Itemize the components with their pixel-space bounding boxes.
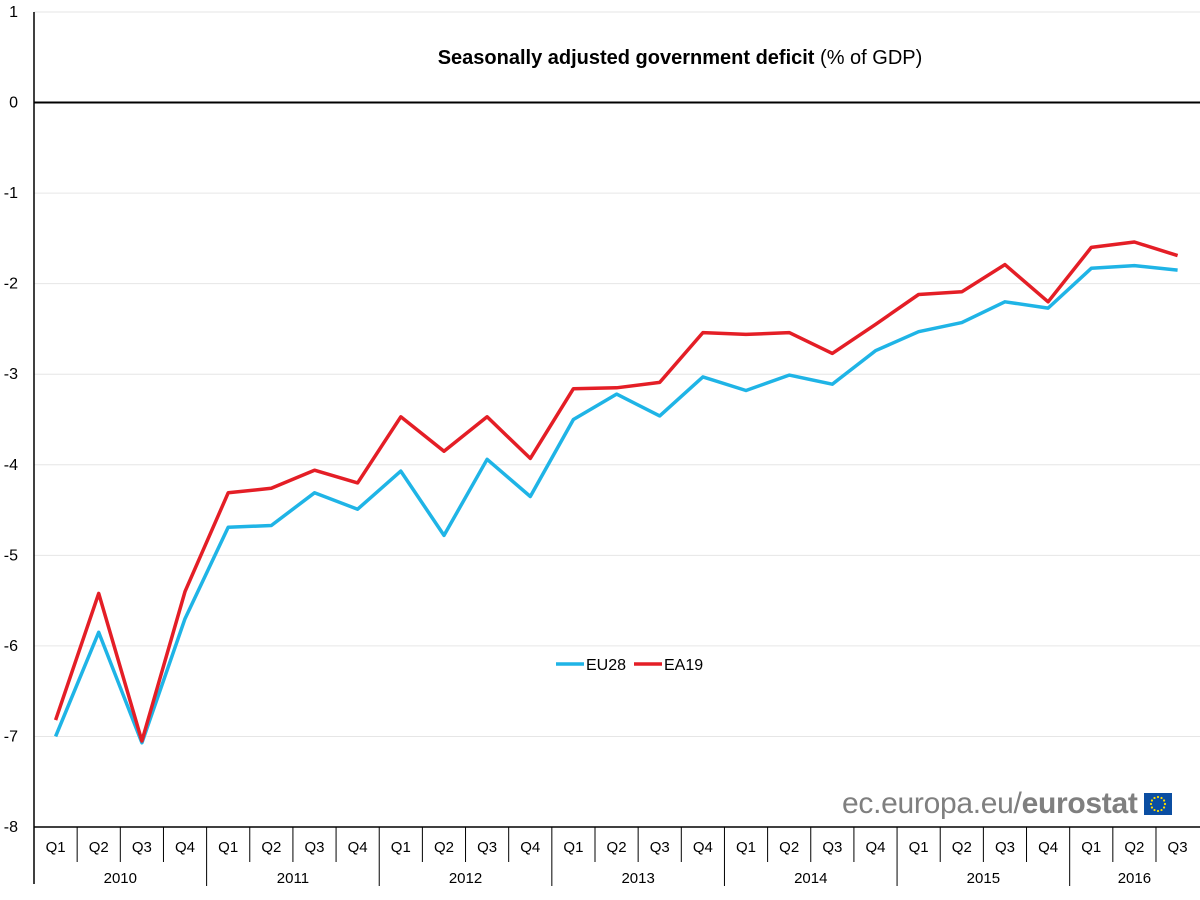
year-label: 2014 [794, 870, 827, 887]
quarter-label: Q4 [175, 839, 195, 856]
quarter-label: Q2 [1124, 839, 1144, 856]
y-tick-label: -4 [4, 457, 18, 474]
y-tick-label: 1 [9, 4, 18, 21]
legend-label: EU28 [586, 657, 626, 674]
quarter-label: Q2 [89, 839, 109, 856]
quarter-label: Q4 [865, 839, 885, 856]
quarter-label: Q3 [1168, 839, 1188, 856]
eurostat-branding: ec.europa.eu/ eurostat [842, 784, 1172, 824]
quarter-label: Q4 [693, 839, 713, 856]
brand-url: ec.europa.eu/ [842, 787, 1022, 820]
quarter-label: Q3 [822, 839, 842, 856]
quarter-label: Q1 [736, 839, 756, 856]
year-label: 2012 [449, 870, 482, 887]
y-tick-label: -8 [4, 819, 18, 836]
gridlines [34, 11, 1200, 737]
quarter-label: Q1 [46, 839, 66, 856]
quarter-label: Q4 [348, 839, 368, 856]
year-label: 2015 [967, 870, 1000, 887]
y-tick-label: -7 [4, 728, 18, 745]
quarter-label: Q1 [391, 839, 411, 856]
quarter-label: Q2 [779, 839, 799, 856]
quarter-label: Q2 [952, 839, 972, 856]
quarter-label: Q1 [909, 839, 929, 856]
quarter-label: Q1 [1081, 839, 1101, 856]
x-axis: Q1 Q2 Q3 Q4 Q1 Q2 Q3 Q4 Q1 Q2 Q3 Q4 Q1 Q2 Q3 Q4 Q1 Q2 Q3 Q4… [34, 826, 1200, 887]
quarter-label: Q3 [132, 839, 152, 856]
legend-label: EA19 [664, 657, 703, 674]
series-line-eu28 [53, 263, 1178, 745]
series-line-ea19 [53, 240, 1179, 743]
year-label: 2016 [1118, 870, 1151, 887]
year-label: 2011 [277, 870, 309, 887]
quarter-label: Q3 [477, 839, 497, 856]
legend: EU28 EA19 [556, 657, 703, 674]
year-label: 2013 [621, 870, 654, 887]
series-lines [53, 240, 1179, 745]
chart-title-bold: Seasonally adjusted government deficit [438, 47, 815, 69]
eu-flag-icon [1143, 793, 1172, 815]
y-tick-label: -2 [4, 276, 18, 293]
quarter-label: Q2 [261, 839, 281, 856]
quarter-label: Q3 [304, 839, 324, 856]
quarter-label: Q2 [607, 839, 627, 856]
y-tick-label: -6 [4, 638, 18, 655]
quarter-label: Q1 [218, 839, 238, 856]
brand-name: eurostat [1021, 787, 1138, 820]
quarter-label: Q4 [1038, 839, 1058, 856]
quarter-label: Q2 [434, 839, 454, 856]
quarter-label: Q4 [520, 839, 540, 856]
quarter-label: Q3 [650, 839, 670, 856]
y-axis: 1 0 -1 -2 -3 -4 -5 -6 -7 -8 [4, 4, 35, 884]
y-tick-label: -3 [4, 366, 18, 383]
y-tick-label: 0 [9, 95, 18, 112]
y-tick-label: -1 [4, 185, 18, 202]
y-tick-label: -5 [4, 547, 18, 564]
quarter-label: Q1 [563, 839, 583, 856]
year-label: 2010 [104, 870, 137, 887]
chart-title: Seasonally adjusted government deficit (… [438, 47, 923, 69]
chart-title-unit: (% of GDP) [820, 47, 922, 69]
quarter-label: Q3 [995, 839, 1015, 856]
